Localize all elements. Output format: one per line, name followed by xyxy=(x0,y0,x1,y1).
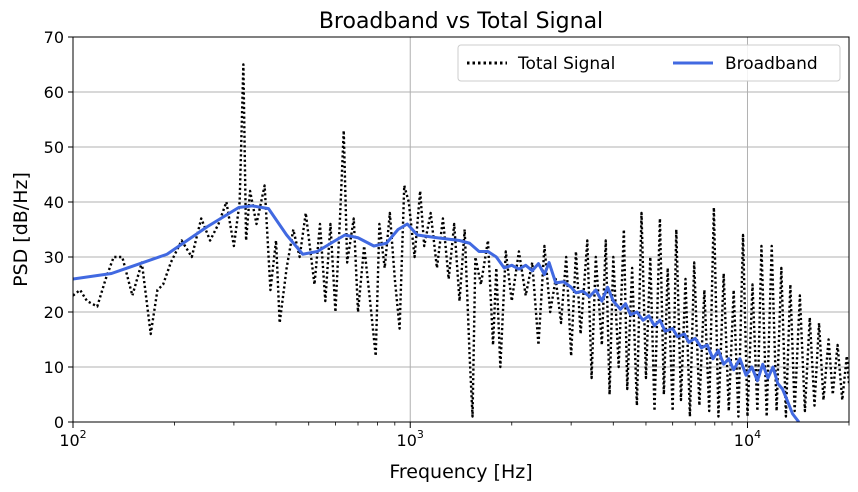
x-axis-label: Frequency [Hz] xyxy=(389,461,532,483)
x-tick-label: 103 xyxy=(397,428,424,450)
grid xyxy=(73,36,849,423)
series-line-broadband xyxy=(73,204,801,422)
series-layer xyxy=(73,63,849,422)
chart-title: Broadband vs Total Signal xyxy=(319,9,603,34)
x-tick-exponent: 4 xyxy=(754,428,761,441)
series-line-total-signal xyxy=(73,63,849,418)
x-tick-exponent: 2 xyxy=(80,428,87,441)
y-tick-label: 20 xyxy=(44,303,64,322)
plot-frame xyxy=(72,36,850,423)
legend-label-total-signal: Total Signal xyxy=(517,54,615,74)
x-axis-ticks: 102 103 104 xyxy=(59,422,850,450)
y-tick-label: 70 xyxy=(44,28,64,47)
y-axis-label: PSD [dB/Hz] xyxy=(10,172,32,287)
x-tick-label: 104 xyxy=(734,428,761,450)
y-axis-ticks: 0 10 20 30 40 50 60 70 xyxy=(44,28,73,432)
y-tick-label: 60 xyxy=(44,83,64,102)
legend-box xyxy=(457,44,841,82)
legend: Total Signal Broadband xyxy=(457,44,841,82)
y-tick-label: 0 xyxy=(54,413,64,432)
x-tick-exponent: 3 xyxy=(417,428,424,441)
y-tick-label: 10 xyxy=(44,358,64,377)
y-tick-label: 50 xyxy=(44,138,64,157)
legend-label-broadband: Broadband xyxy=(725,54,818,74)
y-tick-label: 30 xyxy=(44,248,64,267)
y-tick-label: 40 xyxy=(44,193,64,212)
